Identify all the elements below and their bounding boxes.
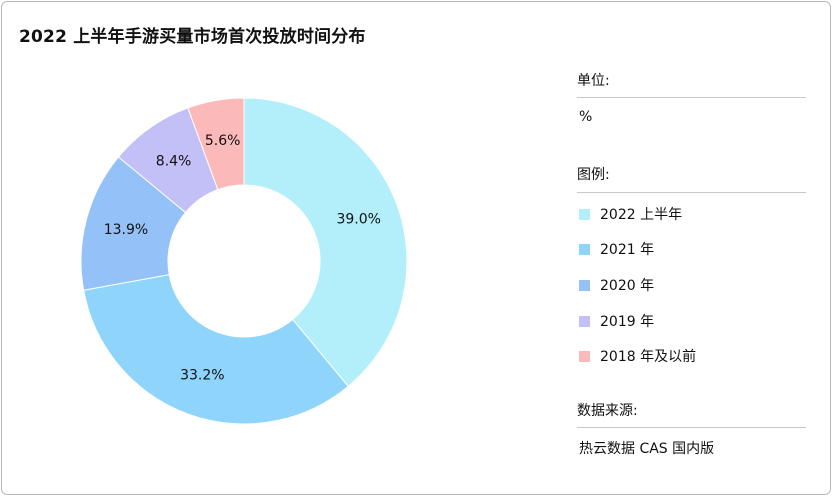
slice-value-label: 5.6%	[205, 133, 241, 149]
legend-item: 2021 年	[579, 239, 654, 259]
legend-item: 2022 上半年	[579, 204, 682, 224]
legend-label: 2018 年及以前	[600, 349, 697, 365]
source-heading: 数据来源:	[577, 403, 638, 419]
slice-value-label: 8.4%	[156, 153, 192, 169]
legend-label: 2022 上半年	[600, 207, 683, 223]
donut-slice	[187, 97, 245, 191]
slice-value-label: 39.0%	[336, 212, 380, 228]
slice-value-label: 33.2%	[180, 368, 224, 384]
divider	[577, 192, 806, 193]
legend-swatch	[579, 243, 590, 255]
unit-value: %	[579, 109, 593, 125]
legend-swatch	[579, 350, 590, 362]
legend-heading: 图例:	[577, 167, 610, 183]
source-value: 热云数据 CAS 国内版	[579, 441, 715, 457]
donut-slice	[243, 97, 408, 388]
divider	[577, 97, 806, 98]
legend-label: 2019 年	[600, 314, 655, 330]
chart-title: 2022 上半年手游买量市场首次投放时间分布	[19, 27, 366, 47]
unit-heading: 单位:	[577, 73, 610, 89]
legend-label: 2020 年	[600, 278, 655, 294]
slice-value-label: 13.9%	[104, 222, 148, 238]
donut-slice	[83, 274, 349, 425]
legend-label: 2021 年	[600, 242, 655, 258]
legend-swatch	[579, 208, 590, 220]
legend-swatch	[579, 279, 590, 291]
divider	[577, 427, 806, 428]
donut-chart: 39.0% 33.2% 13.9% 8.4% 5.6%	[80, 97, 408, 425]
legend-item: 2020 年	[579, 275, 654, 295]
legend-item: 2018 年及以前	[579, 346, 696, 366]
legend-item: 2019 年	[579, 311, 654, 331]
legend-swatch	[579, 315, 590, 327]
